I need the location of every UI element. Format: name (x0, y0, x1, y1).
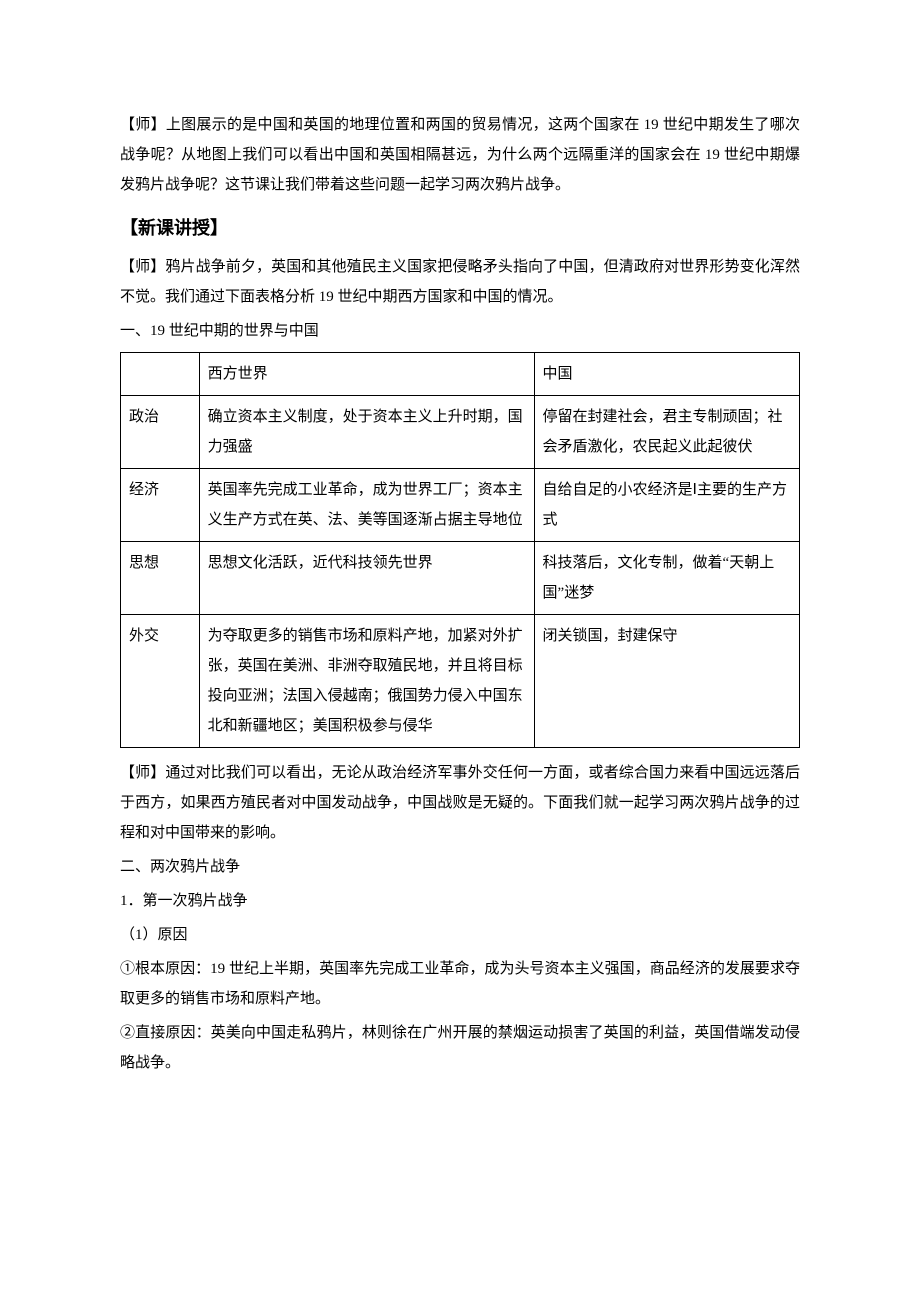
row-west: 为夺取更多的销售市场和原料产地，加紧对外扩张，英国在美洲、非洲夺取殖民地，并且将… (199, 615, 534, 748)
intro-paragraph: 【师】上图展示的是中国和英国的地理位置和两国的贸易情况，这两个国家在 19 世纪… (120, 110, 800, 200)
table-row: 政治 确立资本主义制度，处于资本主义上升时期，国力强盛 停留在封建社会，君主专制… (121, 396, 800, 469)
row-label: 思想 (121, 542, 200, 615)
list-item-1-1: （1）原因 (120, 920, 800, 950)
table-row: 经济 英国率先完成工业革命，成为世界工厂；资本主义生产方式在英、法、美等国逐渐占… (121, 469, 800, 542)
teacher-paragraph-2: 【师】通过对比我们可以看出，无论从政治经济军事外交任何一方面，或者综合国力来看中… (120, 758, 800, 848)
subheading-1: 一、19 世纪中期的世界与中国 (120, 316, 800, 346)
teacher-paragraph-1: 【师】鸦片战争前夕，英国和其他殖民主义国家把侵略矛头指向了中国，但清政府对世界形… (120, 252, 800, 312)
row-label: 政治 (121, 396, 200, 469)
comparison-table: 西方世界 中国 政治 确立资本主义制度，处于资本主义上升时期，国力强盛 停留在封… (120, 352, 800, 748)
list-item-1-1-a: ①根本原因：19 世纪上半期，英国率先完成工业革命，成为头号资本主义强国，商品经… (120, 954, 800, 1014)
row-label: 外交 (121, 615, 200, 748)
list-item-1-1-b: ②直接原因：英美向中国走私鸦片，林则徐在广州开展的禁烟运动损害了英国的利益，英国… (120, 1018, 800, 1078)
row-label: 经济 (121, 469, 200, 542)
row-china: 自给自足的小农经济是Ⅰ主要的生产方式 (534, 469, 799, 542)
table-row: 思想 思想文化活跃，近代科技领先世界 科技落后，文化专制，做着“天朝上国”迷梦 (121, 542, 800, 615)
subheading-2: 二、两次鸦片战争 (120, 852, 800, 882)
table-header-row: 西方世界 中国 (121, 353, 800, 396)
table-row: 外交 为夺取更多的销售市场和原料产地，加紧对外扩张，英国在美洲、非洲夺取殖民地，… (121, 615, 800, 748)
row-west: 思想文化活跃，近代科技领先世界 (199, 542, 534, 615)
list-item-1: 1．第一次鸦片战争 (120, 886, 800, 916)
table-header-west: 西方世界 (199, 353, 534, 396)
table-header-china: 中国 (534, 353, 799, 396)
row-china: 停留在封建社会，君主专制顽固；社会矛盾激化，农民起义此起彼伏 (534, 396, 799, 469)
table-header-empty (121, 353, 200, 396)
row-west: 英国率先完成工业革命，成为世界工厂；资本主义生产方式在英、法、美等国逐渐占据主导… (199, 469, 534, 542)
row-west: 确立资本主义制度，处于资本主义上升时期，国力强盛 (199, 396, 534, 469)
row-china: 科技落后，文化专制，做着“天朝上国”迷梦 (534, 542, 799, 615)
section-heading: 【新课讲授】 (120, 210, 800, 246)
row-china: 闭关锁国，封建保守 (534, 615, 799, 748)
